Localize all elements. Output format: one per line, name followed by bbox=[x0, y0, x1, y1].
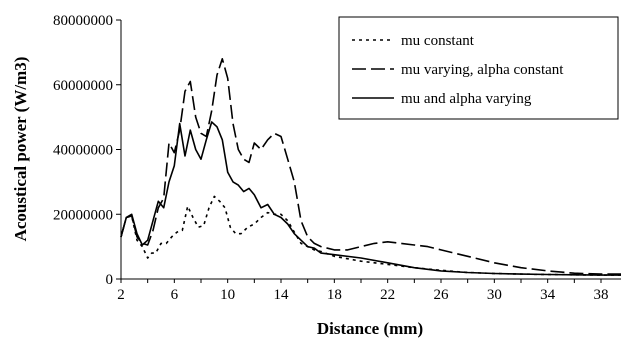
x-tick-label: 34 bbox=[540, 287, 556, 303]
y-tick-label: 40000000 bbox=[53, 143, 113, 159]
series-line-1 bbox=[120, 195, 621, 276]
y-tick-label: 80000000 bbox=[53, 13, 113, 29]
y-tick-label: 60000000 bbox=[53, 78, 113, 94]
y-tick-label: 0 bbox=[106, 272, 114, 288]
legend-label-1: mu constant bbox=[401, 33, 475, 49]
x-tick-label: 2 bbox=[117, 287, 125, 303]
x-tick-label: 26 bbox=[434, 287, 450, 303]
legend-box bbox=[338, 16, 619, 120]
legend-label-2: mu varying, alpha constant bbox=[401, 62, 564, 78]
y-tick-label: 20000000 bbox=[53, 207, 113, 223]
series-line-2 bbox=[120, 58, 621, 275]
x-tick-label: 6 bbox=[171, 287, 179, 303]
legend: mu constant mu varying, alpha constant mu … bbox=[338, 16, 619, 120]
x-tick-label: 30 bbox=[487, 287, 502, 303]
x-tick-label: 14 bbox=[274, 287, 290, 303]
x-axis-title: Distance (mm) bbox=[317, 319, 423, 338]
x-tick-label: 38 bbox=[594, 287, 609, 303]
legend-label-3: mu and alpha varying bbox=[401, 91, 532, 107]
plot-area bbox=[120, 58, 621, 276]
series-line-3 bbox=[120, 121, 621, 276]
x-tick-label: 18 bbox=[327, 287, 342, 303]
x-tick-label: 10 bbox=[220, 287, 235, 303]
x-tick-label: 22 bbox=[380, 287, 395, 303]
y-axis-title: Acoustical power (W/m3) bbox=[11, 57, 30, 242]
